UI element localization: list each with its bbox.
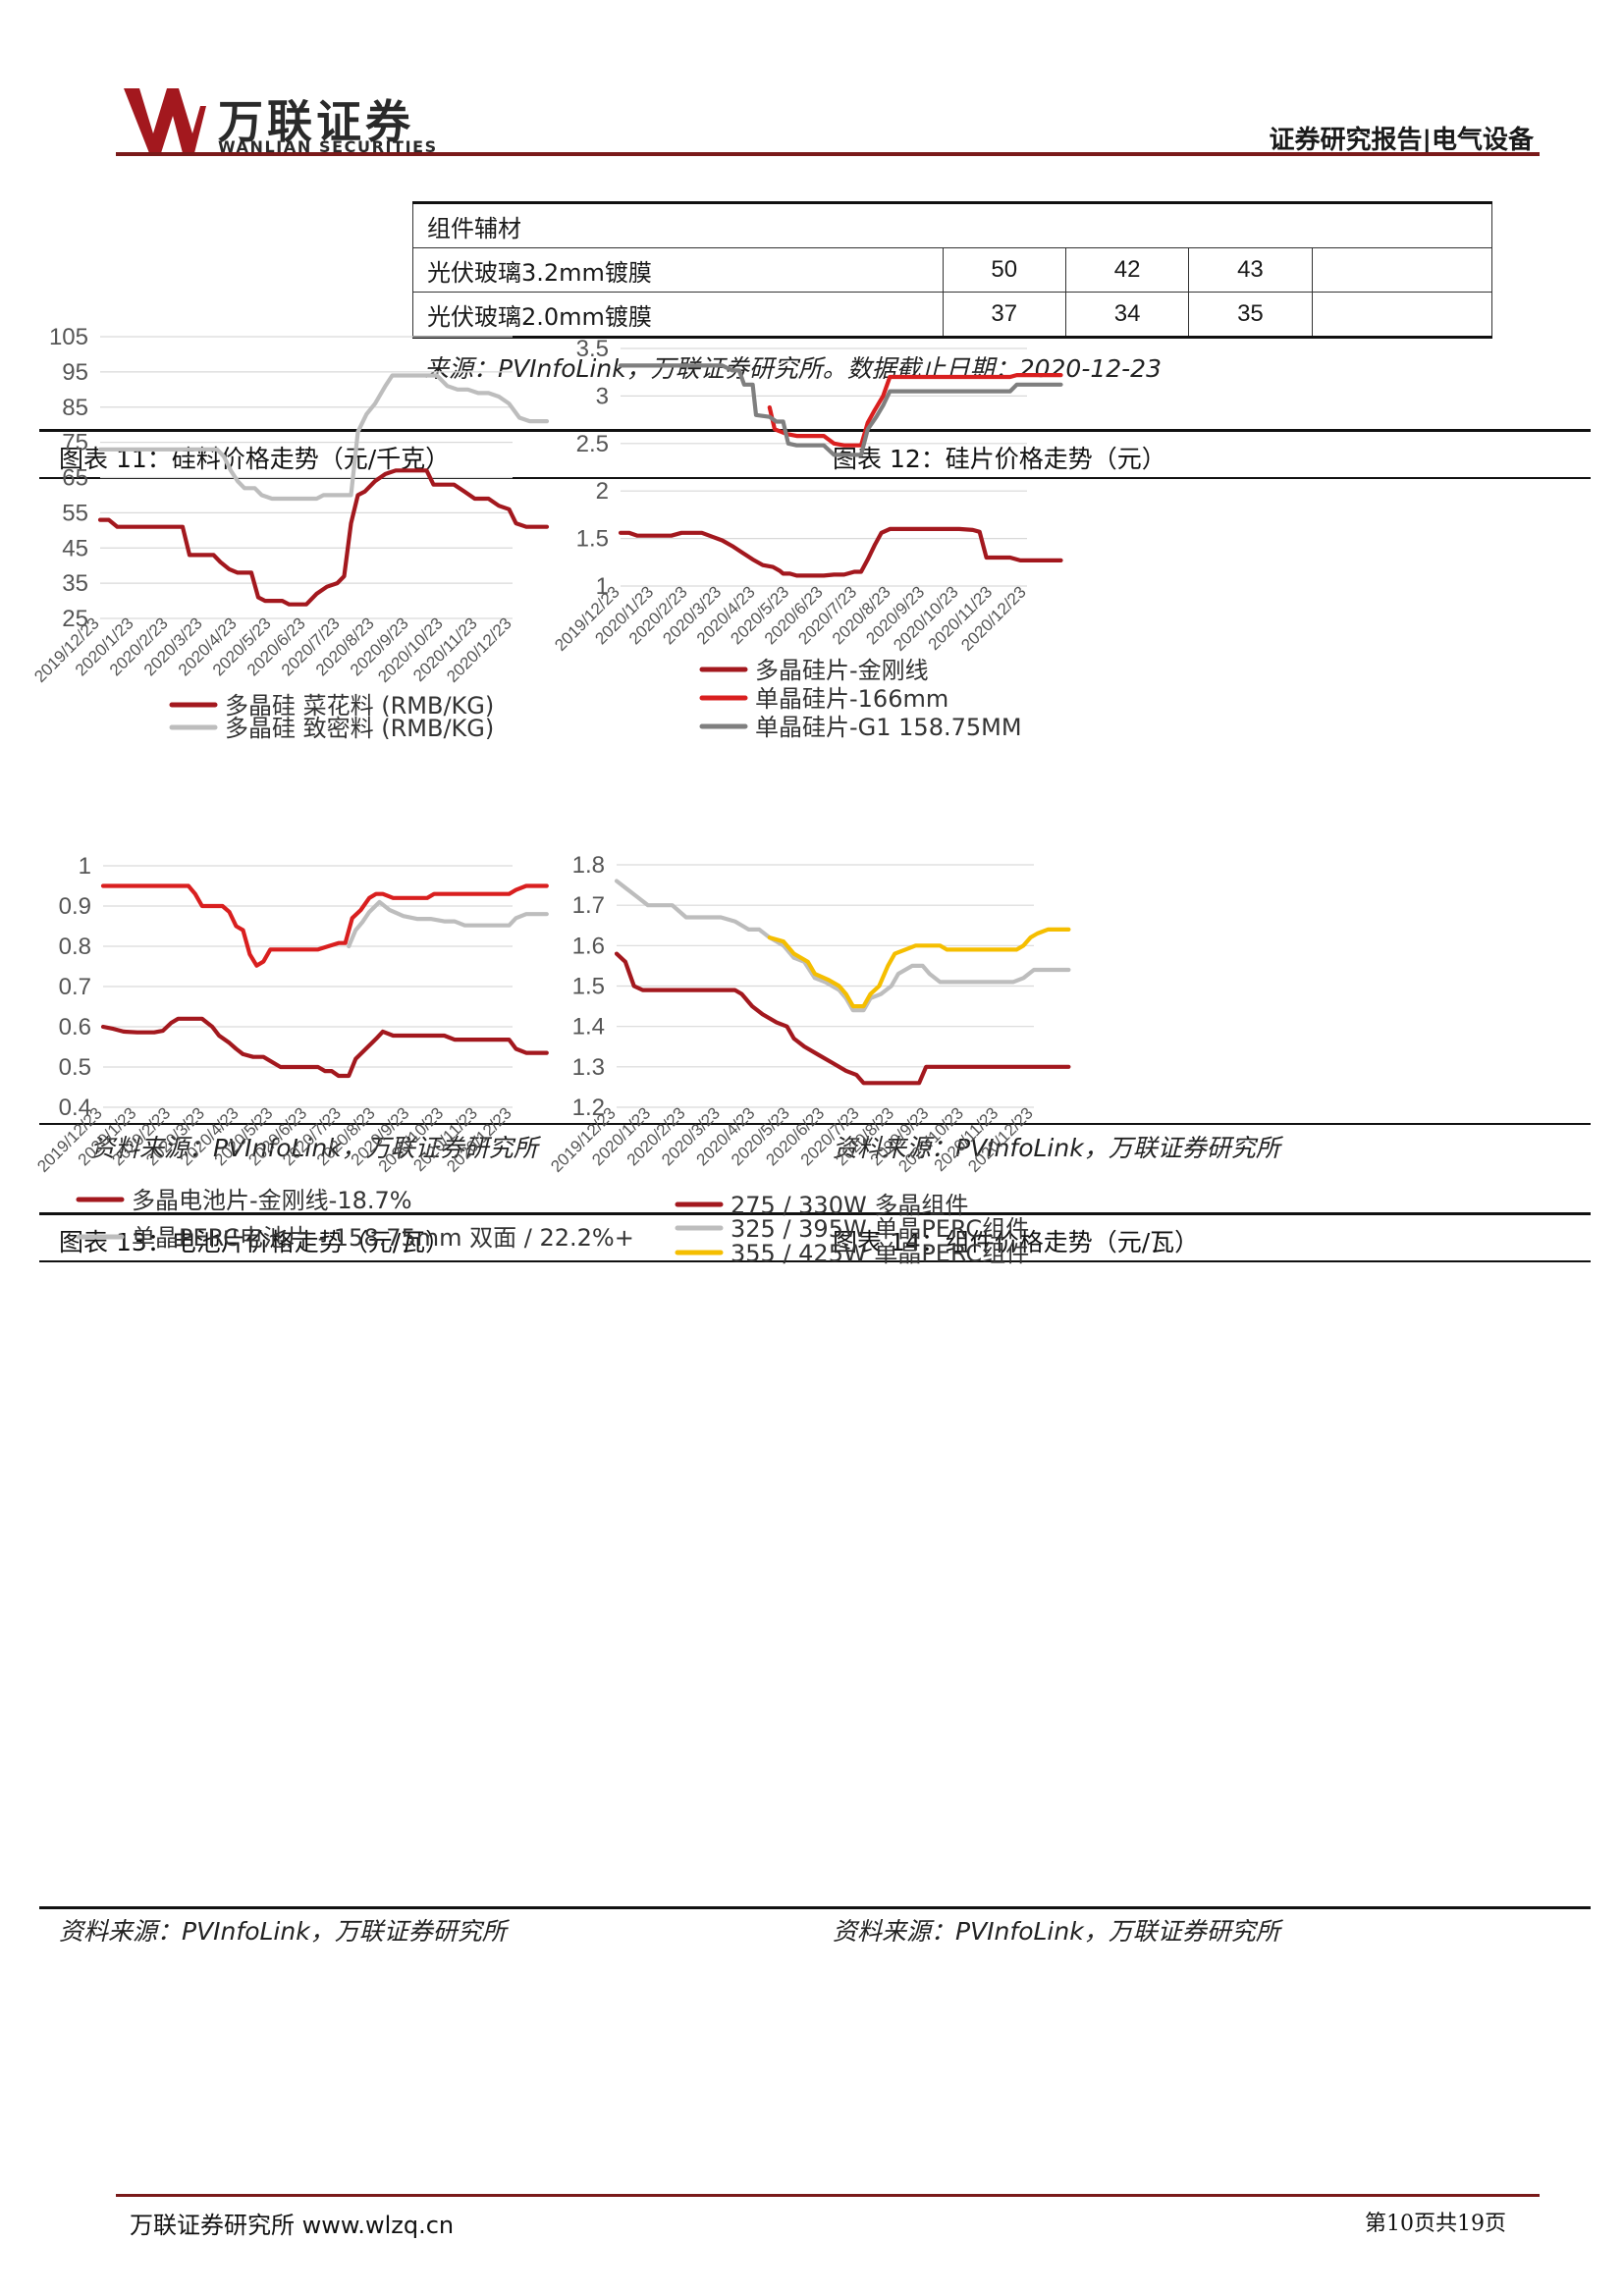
- series-line: [347, 899, 549, 949]
- y-tick-label: 1.3: [572, 1054, 605, 1081]
- y-tick-label: 0.7: [59, 974, 91, 1000]
- chart-12-wafer-price: 11.522.533.52019/12/232020/1/232020/2/23…: [551, 336, 1063, 741]
- table-cell-value: 34: [1064, 292, 1190, 339]
- series-line: [614, 951, 1071, 1086]
- chart-13-source: 资料来源：PVInfoLink，万联证券研究所: [59, 1917, 507, 1946]
- series-line: [100, 1016, 549, 1079]
- table-source-note: 来源：PVInfoLink，万联证券研究所。数据截止日期：2020-12-23: [424, 354, 1162, 383]
- legend-label: 多晶硅片-金刚线: [755, 657, 929, 684]
- y-tick-label: 1.7: [572, 892, 605, 919]
- y-tick-label: 3: [596, 383, 609, 409]
- table-cell-value: [1311, 247, 1493, 293]
- chart-11-source: 资料来源：PVInfoLink，万联证券研究所: [90, 1134, 538, 1162]
- legend-label: 275 / 330W 多晶组件: [731, 1192, 968, 1219]
- y-tick-label: 1.8: [572, 852, 605, 879]
- table-cell-value: 50: [942, 247, 1066, 293]
- table-row: 光伏玻璃3.2mm镀膜 50 42 43: [412, 247, 1493, 293]
- table-cell-name: 光伏玻璃3.2mm镀膜: [412, 247, 944, 293]
- figure-title-rule: [39, 477, 1591, 479]
- y-tick-label: 75: [62, 430, 88, 456]
- y-tick-label: 2: [596, 478, 609, 505]
- logo-chinese-name: 万联证券: [218, 95, 414, 148]
- legend-label: 325 / 395W 单晶PERC组件: [731, 1215, 1029, 1243]
- report-type-label: 证券研究报告|电气设备: [1269, 126, 1535, 155]
- table-cell-value: 43: [1188, 247, 1313, 293]
- chart-12-source: 资料来源：PVInfoLink，万联证券研究所: [833, 1134, 1280, 1162]
- chart-11-silicon-price: 25354555657585951052019/12/232020/1/2320…: [30, 324, 550, 742]
- figure-source-rule: [39, 1123, 1591, 1125]
- series-line: [97, 468, 550, 607]
- y-tick-label: 3.5: [576, 336, 609, 362]
- logo-english-name: WANLIAN SECURITIES: [218, 137, 438, 156]
- chart-11-title: 图表 11：硅料价格走势（元/千克）: [59, 445, 451, 473]
- figure-title-rule: [39, 1260, 1591, 1262]
- legend-label: 多晶电池片-金刚线-18.7%: [132, 1187, 412, 1214]
- aux-materials-table: 组件辅材 光伏玻璃3.2mm镀膜 50 42 43 光伏玻璃2.0mm镀膜 37…: [412, 201, 1493, 339]
- table-row: 光伏玻璃2.0mm镀膜 37 34 35: [412, 292, 1493, 339]
- chart-14-title: 图表 14：组件价格走势（元/瓦）: [833, 1228, 1200, 1256]
- footer-institute: 万联证券研究所 www.wlzq.cn: [130, 2212, 455, 2239]
- chart-14-module-price: 1.21.31.41.51.61.71.82019/12/232020/1/23…: [547, 852, 1071, 1267]
- page-number: 第10页共19页: [1365, 2212, 1506, 2236]
- legend-label: 355 / 425W 单晶PERC组件: [731, 1240, 1029, 1267]
- y-tick-label: 105: [49, 324, 88, 350]
- figure-bottom-rule: [39, 1906, 1591, 1909]
- y-tick-label: 25: [62, 606, 88, 632]
- y-tick-label: 0.5: [59, 1054, 91, 1081]
- legend-label: 多晶硅 致密料 (RMB/KG): [225, 715, 494, 742]
- table-cell-value: 35: [1188, 292, 1313, 339]
- y-tick-label: 1.4: [572, 1014, 605, 1041]
- y-tick-label: 35: [62, 570, 88, 597]
- legend-label: 单晶硅片-G1 158.75MM: [755, 714, 1022, 741]
- table-cell-value: [1311, 292, 1493, 339]
- y-tick-label: 65: [62, 465, 88, 492]
- y-tick-label: 0.4: [59, 1095, 91, 1121]
- figure-top-rule: [39, 429, 1591, 432]
- y-tick-label: 1.5: [576, 526, 609, 553]
- y-tick-label: 2.5: [576, 431, 609, 457]
- series-line: [618, 526, 1063, 578]
- series-line: [618, 363, 1063, 457]
- y-tick-label: 85: [62, 395, 88, 421]
- chart-13-title: 图表 13：电池片价格走势（元/瓦）: [59, 1228, 451, 1256]
- figure-top-rule: [39, 1212, 1591, 1215]
- footer-divider: [116, 2194, 1540, 2197]
- chart-12-title: 图表 12：硅片价格走势（元）: [833, 445, 1166, 473]
- y-tick-label: 0.9: [59, 893, 91, 920]
- table-group-label: 组件辅材: [412, 201, 1492, 248]
- wanlian-logo-icon: [124, 88, 206, 153]
- table-row: 组件辅材: [412, 201, 1492, 248]
- table-cell-name: 光伏玻璃2.0mm镀膜: [412, 292, 944, 339]
- y-tick-label: 1.6: [572, 933, 605, 959]
- y-tick-label: 1.5: [572, 974, 605, 1000]
- table-cell-value: 42: [1064, 247, 1190, 293]
- series-line: [97, 373, 550, 502]
- legend-label: 单晶硅片-166mm: [755, 685, 948, 713]
- y-tick-label: 0.6: [59, 1014, 91, 1041]
- legend-label: 多晶硅 菜花料 (RMB/KG): [225, 692, 494, 720]
- series-line: [767, 927, 1071, 1009]
- series-line: [767, 373, 1063, 448]
- y-tick-label: 0.8: [59, 934, 91, 960]
- chart-14-source: 资料来源：PVInfoLink，万联证券研究所: [833, 1917, 1280, 1946]
- y-tick-label: 45: [62, 535, 88, 561]
- table-cell-value: 37: [942, 292, 1066, 339]
- y-tick-label: 1: [596, 573, 609, 600]
- header-divider: [116, 152, 1540, 156]
- y-tick-label: 55: [62, 500, 88, 526]
- y-tick-label: 1.2: [572, 1095, 605, 1121]
- legend-label: 单晶PERC电池片 - 158.75mm 双面 / 22.2%+: [132, 1224, 634, 1252]
- chart-13-cell-price: 0.40.50.60.70.80.912019/12/232020/1/2320…: [33, 853, 634, 1252]
- y-tick-label: 95: [62, 359, 88, 386]
- y-tick-label: 1: [79, 853, 91, 880]
- series-line: [100, 883, 549, 968]
